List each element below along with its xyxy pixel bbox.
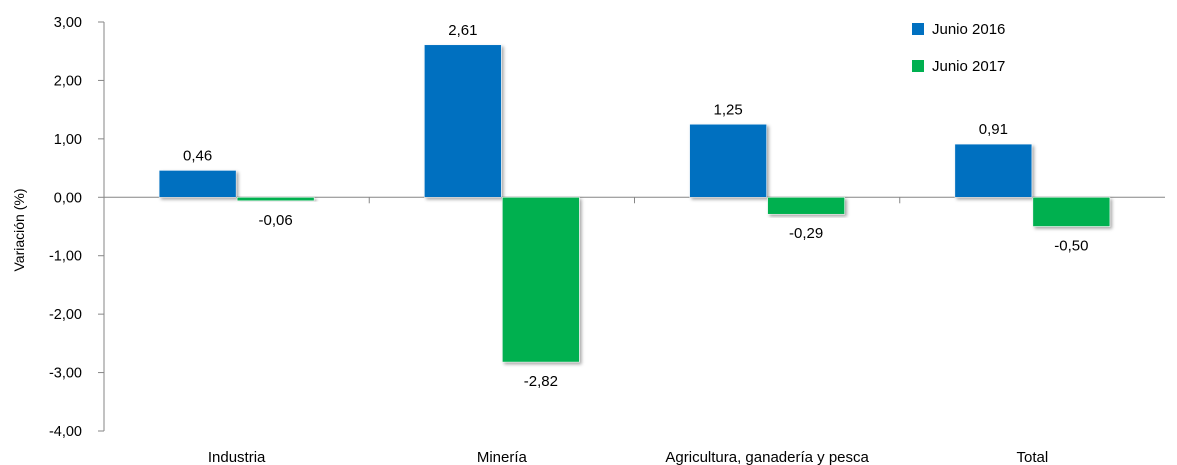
bar-junio-2016	[689, 124, 767, 198]
data-label: -0,06	[259, 212, 293, 229]
y-tick-label: 0,00	[54, 190, 82, 206]
category-label: Industria	[208, 449, 266, 465]
category-label: Minería	[477, 449, 528, 465]
y-tick-label: -3,00	[49, 366, 82, 382]
bar-junio-2016	[424, 44, 502, 198]
y-tick-label: 3,00	[54, 15, 82, 31]
bar-junio-2016	[158, 170, 237, 198]
data-label: 0,46	[183, 147, 212, 164]
chart-axes: 3,00 2,00 1,00 0,00 -1,00 -2,00 -3,00 -4,00	[49, 15, 1165, 440]
bar-junio-2017	[236, 197, 315, 202]
y-tick-label: -4,00	[49, 424, 82, 440]
y-tick-label: 2,00	[54, 73, 82, 89]
chart-legend: Junio 2016 Junio 2017	[912, 21, 1005, 75]
data-label: 1,25	[714, 101, 743, 118]
data-label: 2,61	[448, 22, 477, 39]
legend-swatch	[912, 23, 924, 35]
data-label: -2,82	[524, 373, 558, 390]
chart-labels: Industria 0,46 -0,06 Minería 2,61 -2,82 Agricu…	[183, 22, 1088, 465]
category-label: Total	[1017, 449, 1049, 465]
y-axis-title: Variación (%)	[11, 189, 27, 272]
bar-junio-2017	[767, 197, 845, 215]
y-tick-label: -2,00	[49, 307, 82, 323]
bar-junio-2017	[502, 197, 580, 363]
bar-junio-2016	[954, 143, 1033, 198]
legend-label: Junio 2016	[932, 21, 1005, 38]
legend-swatch	[912, 60, 924, 72]
y-tick-label: -1,00	[49, 249, 82, 265]
legend-label: Junio 2017	[932, 58, 1005, 75]
category-label: Agricultura, ganadería y pesca	[665, 449, 869, 465]
bar-junio-2017	[1032, 197, 1111, 227]
chart-bars	[158, 44, 1111, 363]
data-label: 0,91	[979, 121, 1008, 138]
data-label: -0,50	[1054, 238, 1088, 255]
y-tick-label: 1,00	[54, 132, 82, 148]
data-label: -0,29	[789, 225, 823, 242]
